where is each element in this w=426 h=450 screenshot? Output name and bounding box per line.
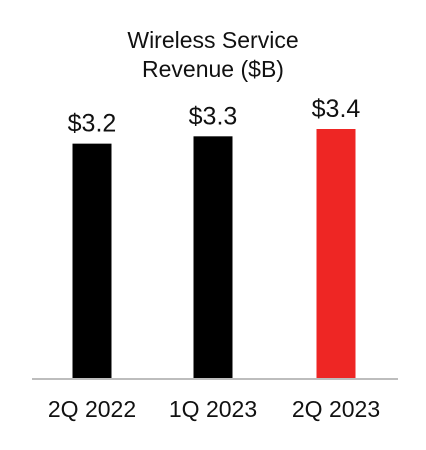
bar-1q-2023: [193, 136, 233, 378]
data-label: $3.2: [68, 110, 117, 138]
chart-title-line-1: Wireless Service: [127, 27, 299, 53]
chart-title-line-2: Revenue ($B): [142, 56, 284, 82]
chart-title: Wireless Service Revenue ($B): [0, 26, 426, 84]
x-tick-label: 2Q 2023: [292, 396, 380, 422]
x-tick-label: 2Q 2022: [48, 396, 136, 422]
data-label: $3.3: [189, 102, 238, 130]
x-tick-label: 1Q 2023: [169, 396, 257, 422]
bar-2q-2023: [316, 129, 356, 378]
data-label: $3.4: [312, 95, 361, 123]
bar-2q-2022: [72, 143, 112, 378]
